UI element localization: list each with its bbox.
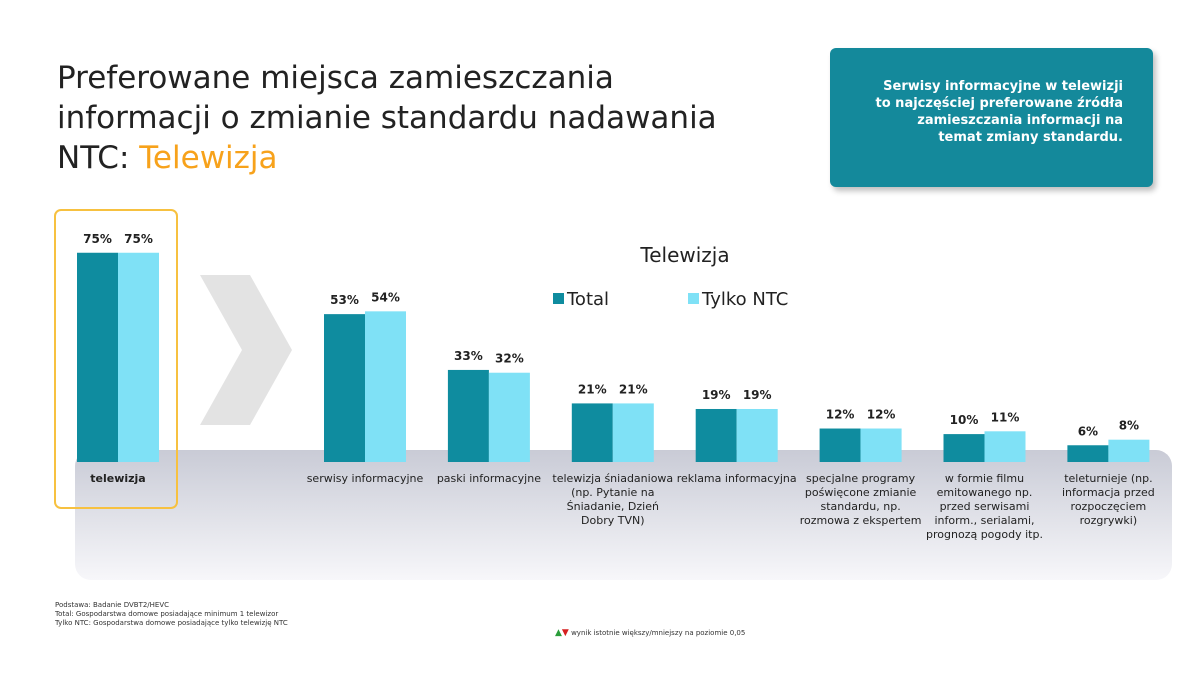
chart-title: Telewizja [639, 243, 729, 267]
data-label: 54% [371, 290, 400, 304]
bar [324, 314, 365, 462]
bar [612, 403, 654, 462]
label-band [75, 450, 1172, 580]
category-label: paski informacyjne [436, 472, 541, 485]
bar [819, 428, 861, 462]
data-label: 21% [578, 382, 607, 396]
category-label: specjalne programy poświęcone zmianie st… [799, 472, 922, 527]
footnote: Podstawa: Badanie DVBT2/HEVC [55, 601, 170, 609]
data-label: 75% [124, 232, 153, 246]
legend-label: Total [566, 289, 609, 310]
category-label: telewizja śniadaniowa (np. Pytanie na Śn… [552, 472, 674, 527]
note-text: wynik istotnie większy/mniejszy na pozio… [571, 629, 746, 637]
callout-text: Serwisy informacyjne w telewizji to najc… [875, 79, 1123, 145]
bar [77, 252, 118, 462]
category-label: teleturnieje (np. informacja przed rozpo… [1061, 472, 1155, 527]
bar [736, 408, 778, 462]
bar [943, 434, 985, 462]
data-label: 6% [1078, 424, 1098, 438]
data-label: 19% [743, 388, 772, 402]
slide-title: Preferowane miejsca zamieszczania inform… [57, 58, 737, 178]
significance-note: ▲▼ wynik istotnie większy/mniejszy na po… [555, 628, 746, 638]
bar [365, 311, 406, 462]
legend-swatch [553, 293, 564, 304]
category-label: telewizja [90, 472, 146, 485]
category-label: serwisy informacyjne [306, 472, 424, 485]
bar [488, 372, 530, 462]
data-label: 10% [950, 413, 979, 427]
bar [860, 428, 902, 462]
callout: Serwisy informacyjne w telewizji to najc… [830, 48, 1153, 187]
data-label: 19% [702, 388, 731, 402]
data-label: 53% [330, 293, 359, 307]
data-label: 32% [495, 352, 524, 366]
data-label: 75% [83, 232, 112, 246]
bar [1108, 439, 1150, 462]
footnotes: Podstawa: Badanie DVBT2/HEVC Total: Gosp… [55, 601, 288, 628]
legend-label: Tylko NTC [701, 289, 788, 310]
chevron [200, 275, 292, 425]
bar [984, 431, 1026, 462]
title-highlight: Telewizja [139, 140, 278, 176]
data-label: 33% [454, 349, 483, 363]
category-label: reklama informacyjna [676, 472, 797, 485]
footnote: Tylko NTC: Gospodarstwa domowe posiadają… [55, 619, 288, 627]
bar [695, 408, 737, 462]
title-text: Preferowane miejsca zamieszczania inform… [57, 60, 717, 176]
footnote: Total: Gospodarstwa domowe posiadające m… [55, 610, 279, 618]
data-label: 11% [991, 410, 1020, 424]
bar [571, 403, 613, 462]
legend-swatch [688, 293, 699, 304]
highlight-box [54, 209, 178, 509]
bar [118, 252, 159, 462]
bar [1067, 445, 1109, 462]
bar [447, 369, 489, 462]
data-label: 8% [1119, 419, 1139, 433]
data-label: 12% [826, 408, 855, 422]
data-label: 12% [867, 408, 896, 422]
category-label: w formie filmu emitowanego np. przed ser… [926, 472, 1043, 541]
data-label: 21% [619, 382, 648, 396]
